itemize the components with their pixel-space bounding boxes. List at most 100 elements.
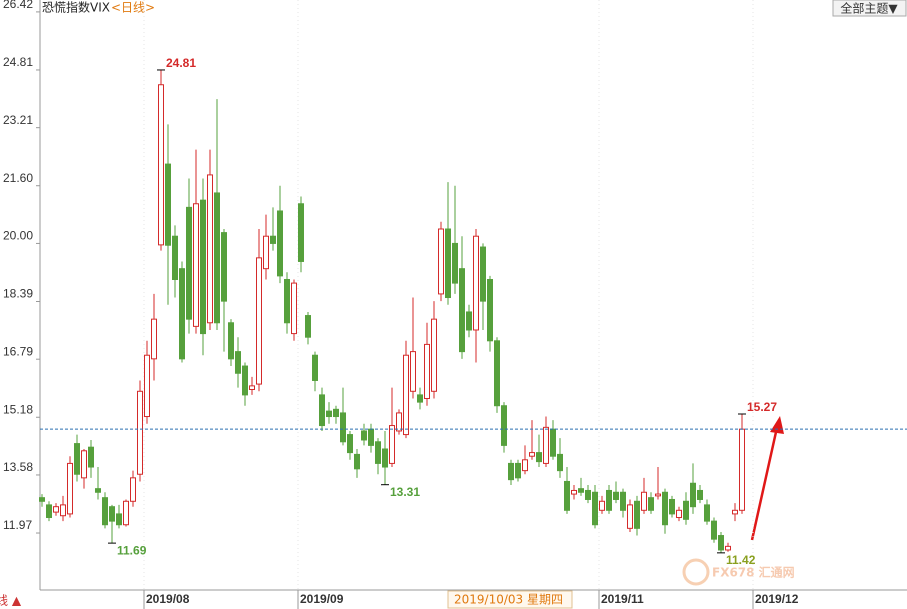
candle-body: [158, 84, 164, 246]
candle-body: [88, 446, 94, 468]
candle-body: [676, 509, 682, 519]
candle-body: [627, 504, 633, 529]
candle-body: [242, 365, 248, 396]
candle-body: [613, 491, 619, 500]
candle-body: [270, 235, 276, 244]
candle-body: [466, 311, 472, 331]
y-tick-label: 16.79: [3, 344, 33, 358]
candle-body: [515, 462, 521, 479]
x-tick-label: 2019/12: [755, 592, 799, 606]
candle-body: [228, 322, 234, 360]
candle-body: [522, 459, 528, 472]
candle-body: [249, 385, 255, 390]
candle-body: [445, 228, 451, 299]
candle-body: [655, 493, 661, 497]
candle-body: [599, 500, 605, 511]
candle-body: [95, 488, 101, 493]
candle-body: [571, 489, 577, 495]
candle-body: [375, 441, 381, 464]
candle-body: [494, 340, 500, 407]
candle-body: [67, 462, 73, 515]
candle-body: [417, 394, 423, 403]
candle-body: [669, 498, 675, 515]
candle-body: [473, 235, 479, 331]
candle-body: [487, 278, 493, 342]
candle-body: [368, 428, 374, 446]
candle-body: [319, 394, 325, 427]
candle-body: [543, 426, 549, 464]
candle-body: [200, 199, 206, 335]
candle-body: [151, 318, 157, 360]
y-tick-label: 24.81: [3, 55, 33, 69]
candle-body: [725, 545, 731, 551]
candle-body: [431, 318, 437, 392]
candle-body: [683, 500, 689, 520]
candle-body: [305, 315, 311, 338]
candle-body: [739, 428, 745, 511]
candle-body: [662, 491, 668, 526]
candle-body: [620, 491, 626, 511]
candle-body: [634, 500, 640, 529]
candle-body: [501, 405, 507, 446]
candle-body: [312, 354, 318, 381]
candle-body: [347, 434, 353, 454]
crosshair-label: 2019/10/03 星期四: [454, 593, 563, 607]
candle-body: [389, 425, 395, 464]
candle-body: [578, 488, 584, 493]
candle-body: [186, 206, 192, 320]
candle-body: [480, 246, 486, 302]
arrow-shaft: [750, 431, 778, 541]
candle-body: [508, 462, 514, 481]
chart-title: 恐慌指数VIX: [42, 0, 110, 15]
candle-body: [697, 489, 703, 500]
theme-button-label[interactable]: 全部主题▼: [840, 1, 898, 16]
candle-body: [74, 443, 80, 475]
candle-body: [235, 351, 241, 374]
candle-body: [298, 203, 304, 262]
extreme-label: 15.27: [747, 400, 777, 414]
candle-body: [102, 497, 108, 526]
y-tick-label: 23.21: [3, 113, 33, 127]
candle-body: [424, 343, 430, 400]
candle-body: [340, 412, 346, 443]
candle-body: [137, 390, 143, 475]
candle-body: [718, 535, 724, 551]
extreme-label: 11.42: [726, 553, 756, 567]
candle-body: [179, 268, 185, 360]
candle-body: [53, 506, 59, 513]
candle-body: [585, 489, 591, 500]
x-tick-label: 2019/09: [300, 592, 344, 606]
candle-body: [732, 509, 738, 515]
candle-body: [326, 410, 332, 418]
theme-button[interactable]: [832, 0, 907, 17]
candle-body: [648, 497, 654, 511]
x-tick-label: 2019/08: [146, 592, 190, 606]
chart-subtitle: <日线>: [111, 1, 155, 15]
candle-body: [109, 506, 115, 522]
candle-body: [193, 203, 199, 327]
y-tick-label: 26.42: [3, 0, 33, 11]
candle-body: [438, 228, 444, 295]
y-tick-label: 11.97: [3, 518, 32, 532]
candle-body: [144, 354, 150, 418]
y-tick-label: 20.00: [3, 229, 33, 243]
y-tick-label: 15.18: [3, 402, 33, 416]
candle-body: [403, 354, 409, 436]
extreme-label: 11.69: [117, 543, 147, 557]
candle-body: [452, 242, 458, 284]
extreme-label: 24.81: [166, 56, 196, 70]
candle-body: [214, 192, 220, 324]
corner-label[interactable]: 线 ▲: [0, 594, 22, 608]
candle-body: [172, 235, 178, 280]
x-tick-label: 2019/11: [601, 592, 644, 606]
candle-body: [606, 489, 612, 511]
y-tick-label: 13.58: [3, 460, 33, 474]
candle-body: [60, 504, 66, 517]
candle-body: [284, 278, 290, 324]
candle-body: [256, 257, 262, 385]
candle-body: [550, 428, 556, 457]
candle-body: [529, 452, 535, 457]
candle-body: [711, 520, 717, 540]
